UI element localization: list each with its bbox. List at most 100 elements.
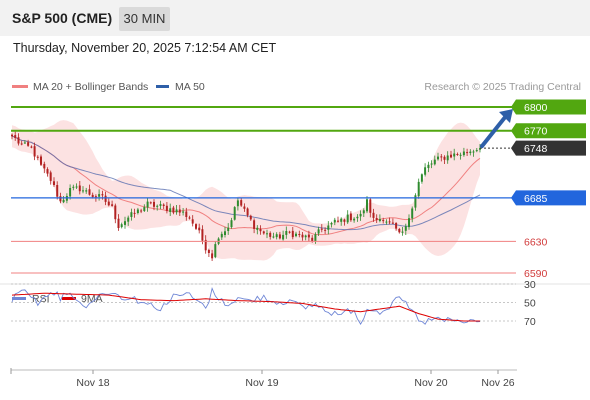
candle <box>224 226 226 238</box>
candle-body <box>459 154 462 156</box>
candle-body <box>246 208 249 216</box>
candle <box>317 226 320 236</box>
candle <box>127 215 130 226</box>
candle <box>195 223 197 230</box>
candle <box>230 217 233 229</box>
candle-body <box>214 244 217 258</box>
candle <box>136 207 139 215</box>
candle <box>275 232 278 240</box>
candle <box>214 241 217 259</box>
ma20-line <box>11 135 481 236</box>
candle <box>69 184 72 200</box>
candle-body <box>430 163 433 165</box>
candle <box>14 131 17 141</box>
candle <box>349 211 352 222</box>
candle-body <box>333 219 336 223</box>
candle-body <box>243 206 246 209</box>
candle-body <box>372 212 375 218</box>
candle <box>472 149 475 157</box>
candle <box>301 232 304 241</box>
candle <box>178 204 181 216</box>
candle <box>46 167 49 177</box>
candle-body <box>104 195 107 202</box>
candle <box>20 140 23 146</box>
candle <box>253 218 256 234</box>
level-label: 6630 <box>524 236 548 248</box>
candle-body <box>446 155 449 161</box>
candle-body <box>324 229 327 231</box>
candle-body <box>314 234 317 242</box>
candle <box>372 208 375 222</box>
candle <box>185 207 188 221</box>
candle-body <box>130 212 133 217</box>
candle-body <box>94 196 97 198</box>
candle-body <box>256 227 259 230</box>
candle <box>114 203 117 224</box>
candle <box>211 249 214 261</box>
candle-body <box>298 234 301 235</box>
candle <box>169 203 172 216</box>
candle-body <box>53 181 55 185</box>
candle <box>162 203 165 210</box>
candle-body <box>349 213 352 221</box>
candle <box>72 184 75 191</box>
candle-body <box>359 213 362 217</box>
candle-body <box>136 209 139 213</box>
candle-body <box>127 217 130 222</box>
candle <box>246 207 249 218</box>
candle <box>401 227 404 236</box>
candle-body <box>224 231 226 235</box>
candle-body <box>162 204 165 206</box>
candle <box>282 230 285 241</box>
level-tag <box>511 140 586 156</box>
candle <box>304 234 307 241</box>
candle-body <box>69 188 72 197</box>
candle <box>385 219 388 225</box>
candle-body <box>269 232 272 237</box>
candle-body <box>120 224 123 228</box>
candle-body <box>346 214 349 223</box>
candle <box>159 200 162 210</box>
candle <box>98 189 101 201</box>
candle <box>443 155 446 164</box>
candle-body <box>107 201 110 206</box>
candle-body <box>262 231 265 234</box>
candle <box>107 198 110 207</box>
candle <box>453 148 456 161</box>
candle-body <box>30 146 33 148</box>
candle-body <box>185 211 188 217</box>
level-6748: 6748 <box>480 140 586 156</box>
candle-body <box>327 225 330 230</box>
candle <box>356 214 359 222</box>
candle <box>362 208 365 217</box>
candle <box>82 186 84 194</box>
candle-body <box>201 229 204 241</box>
level-label: 6590 <box>524 268 548 280</box>
candle <box>53 177 55 187</box>
candle <box>408 214 410 230</box>
candle <box>78 181 81 195</box>
candle-body <box>40 156 42 165</box>
candle <box>124 216 126 229</box>
candle-body <box>337 220 339 222</box>
candle <box>243 203 246 212</box>
candle-body <box>220 233 223 238</box>
candle-body <box>91 194 94 198</box>
candle-body <box>437 156 439 160</box>
candle-body <box>169 208 172 212</box>
candle-body <box>420 174 423 182</box>
timeframe-badge[interactable]: 30 MIN <box>119 7 170 31</box>
candle <box>291 227 294 240</box>
time-tick-label: Nov 18 <box>76 377 109 389</box>
candle <box>156 204 159 211</box>
candle-body <box>388 221 391 223</box>
candle <box>227 223 230 235</box>
candle-body <box>378 219 381 221</box>
candle-body <box>17 137 20 144</box>
candle-body <box>33 146 36 157</box>
candle-body <box>453 153 456 157</box>
candle <box>430 160 433 169</box>
candle-body <box>191 219 194 224</box>
candle-body <box>165 205 168 211</box>
